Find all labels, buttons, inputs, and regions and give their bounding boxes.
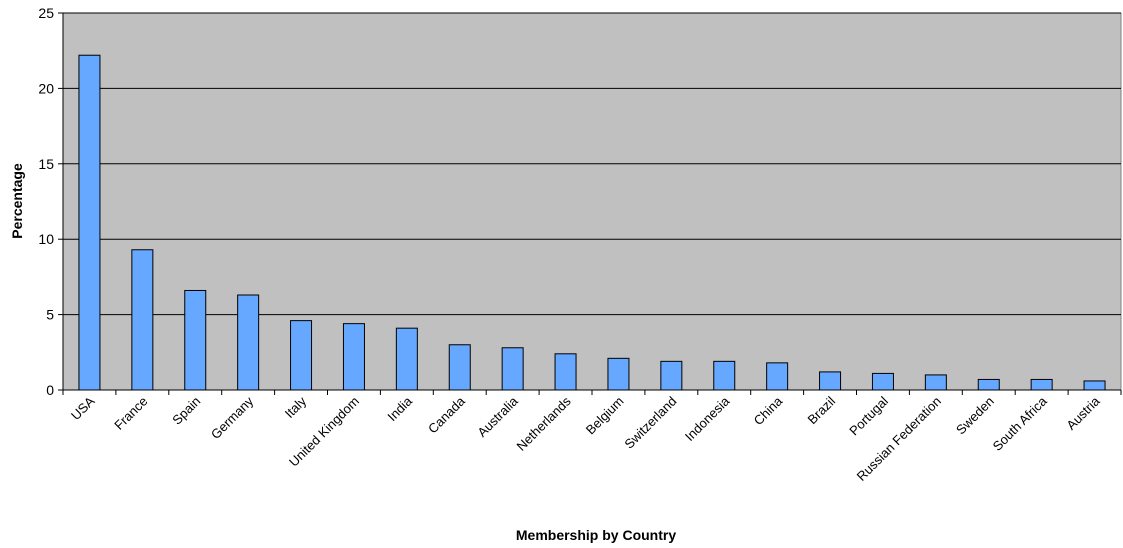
bar-canada — [448, 344, 471, 391]
bar-austria — [1083, 380, 1106, 391]
bar-netherlands — [554, 353, 577, 391]
bar-portugal — [871, 372, 894, 391]
x-tick-label: China — [751, 393, 786, 428]
x-tick-label: USA — [68, 393, 98, 423]
bar-france — [131, 249, 154, 391]
x-tick-label: South Africa — [990, 393, 1051, 454]
bar-belgium — [607, 357, 630, 391]
y-tick-labels: 0 5 10 15 20 25 — [38, 5, 54, 398]
plot-area — [62, 12, 1122, 391]
y-tick-label: 25 — [38, 5, 54, 21]
x-tick-label: Italy — [282, 393, 310, 421]
x-tick-label: Switzerland — [621, 394, 679, 452]
x-tick-label: Netherlands — [513, 393, 574, 454]
x-tick-label: Austria — [1063, 393, 1103, 433]
bar-united-kingdom — [342, 323, 365, 391]
axes — [58, 12, 1122, 395]
bar-sweden — [977, 378, 1000, 391]
bar-spain — [184, 289, 207, 391]
x-tick-label: Spain — [169, 394, 203, 428]
x-tick-label: Belgium — [583, 394, 627, 438]
x-tick-label: Sweden — [953, 394, 997, 438]
y-tick-label: 10 — [38, 231, 54, 247]
bar-switzerland — [660, 360, 683, 391]
bar-russian-federation — [924, 374, 947, 391]
bar-south-africa — [1030, 378, 1053, 391]
x-tick-label: Germany — [208, 393, 257, 442]
x-tick-label: Indonesia — [682, 393, 733, 444]
x-tick-label: Australia — [474, 393, 521, 440]
bar-usa — [78, 54, 101, 391]
bar-australia — [501, 347, 524, 391]
y-axis-title: Percentage — [9, 163, 25, 239]
x-tick-label: France — [111, 394, 150, 433]
x-axis-title: Membership by Country — [516, 527, 676, 543]
bar-india — [395, 327, 418, 391]
bar-brazil — [819, 371, 842, 391]
x-tick-label: Portugal — [846, 393, 891, 438]
y-tick-label: 0 — [46, 382, 54, 398]
bar-germany — [237, 294, 260, 391]
x-tick-label: Canada — [425, 393, 468, 436]
gridlines — [63, 12, 1121, 316]
x-tick-label: India — [384, 393, 415, 424]
bar-indonesia — [713, 360, 736, 391]
bar-china — [766, 362, 789, 391]
x-tick-label: Brazil — [805, 393, 839, 427]
y-tick-label: 20 — [38, 80, 54, 96]
bar-italy — [290, 320, 313, 391]
y-tick-label: 5 — [46, 307, 54, 323]
y-tick-label: 15 — [38, 156, 54, 172]
